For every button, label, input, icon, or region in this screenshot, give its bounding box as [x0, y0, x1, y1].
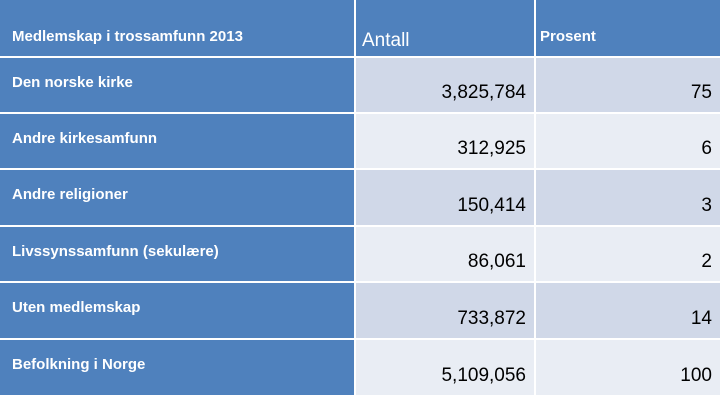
row-count-cell: 5,109,056 [356, 340, 536, 397]
table-row: Andre religioner 150,414 3 [0, 170, 720, 227]
table-row: Uten medlemskap 733,872 14 [0, 283, 720, 340]
row-label-cell: Uten medlemskap [0, 283, 356, 340]
table-row: Befolkning i Norge 5,109,056 100 [0, 340, 720, 397]
header-percent-label: Prosent [540, 28, 596, 45]
row-label-cell: Andre religioner [0, 170, 356, 227]
row-label-cell: Andre kirkesamfunn [0, 114, 356, 170]
row-label: Befolkning i Norge [12, 356, 146, 373]
row-percent-cell: 6 [536, 114, 720, 170]
row-count-cell: 733,872 [356, 283, 536, 340]
row-percent-cell: 3 [536, 170, 720, 227]
row-count: 86,061 [467, 251, 526, 272]
row-label: Andre kirkesamfunn [12, 130, 158, 147]
row-percent-cell: 2 [536, 227, 720, 283]
row-label: Livssynssamfunn (sekulære) [12, 243, 219, 260]
row-count: 150,414 [457, 195, 526, 216]
row-percent-cell: 100 [536, 340, 720, 397]
row-percent-cell: 75 [536, 58, 720, 114]
table-row: Andre kirkesamfunn 312,925 6 [0, 114, 720, 170]
row-label-cell: Den norske kirke [0, 58, 356, 114]
row-count: 3,825,784 [441, 82, 526, 103]
row-count-cell: 312,925 [356, 114, 536, 170]
header-count-label: Antall [362, 30, 410, 51]
row-percent: 14 [690, 308, 712, 329]
row-percent-cell: 14 [536, 283, 720, 340]
table-header-row: Medlemskap i trossamfunn 2013 Antall Pro… [0, 0, 720, 58]
row-percent: 75 [690, 82, 712, 103]
header-cell-label: Medlemskap i trossamfunn 2013 [0, 0, 356, 58]
header-cell-percent: Prosent [536, 0, 720, 58]
row-count: 312,925 [457, 138, 526, 159]
row-count-cell: 150,414 [356, 170, 536, 227]
header-cell-count: Antall [356, 0, 536, 58]
row-label: Uten medlemskap [12, 299, 141, 316]
header-title: Medlemskap i trossamfunn 2013 [12, 28, 243, 45]
row-percent: 6 [701, 138, 712, 159]
row-count-cell: 3,825,784 [356, 58, 536, 114]
row-percent: 2 [701, 251, 712, 272]
row-count-cell: 86,061 [356, 227, 536, 283]
table-row: Livssynssamfunn (sekulære) 86,061 2 [0, 227, 720, 283]
row-label-cell: Livssynssamfunn (sekulære) [0, 227, 356, 283]
row-label: Den norske kirke [12, 74, 133, 91]
row-count: 733,872 [457, 308, 526, 329]
row-label-cell: Befolkning i Norge [0, 340, 356, 397]
row-percent: 3 [701, 195, 712, 216]
row-label: Andre religioner [12, 186, 128, 203]
row-count: 5,109,056 [441, 365, 526, 386]
table-row: Den norske kirke 3,825,784 75 [0, 58, 720, 114]
row-percent: 100 [680, 365, 712, 386]
